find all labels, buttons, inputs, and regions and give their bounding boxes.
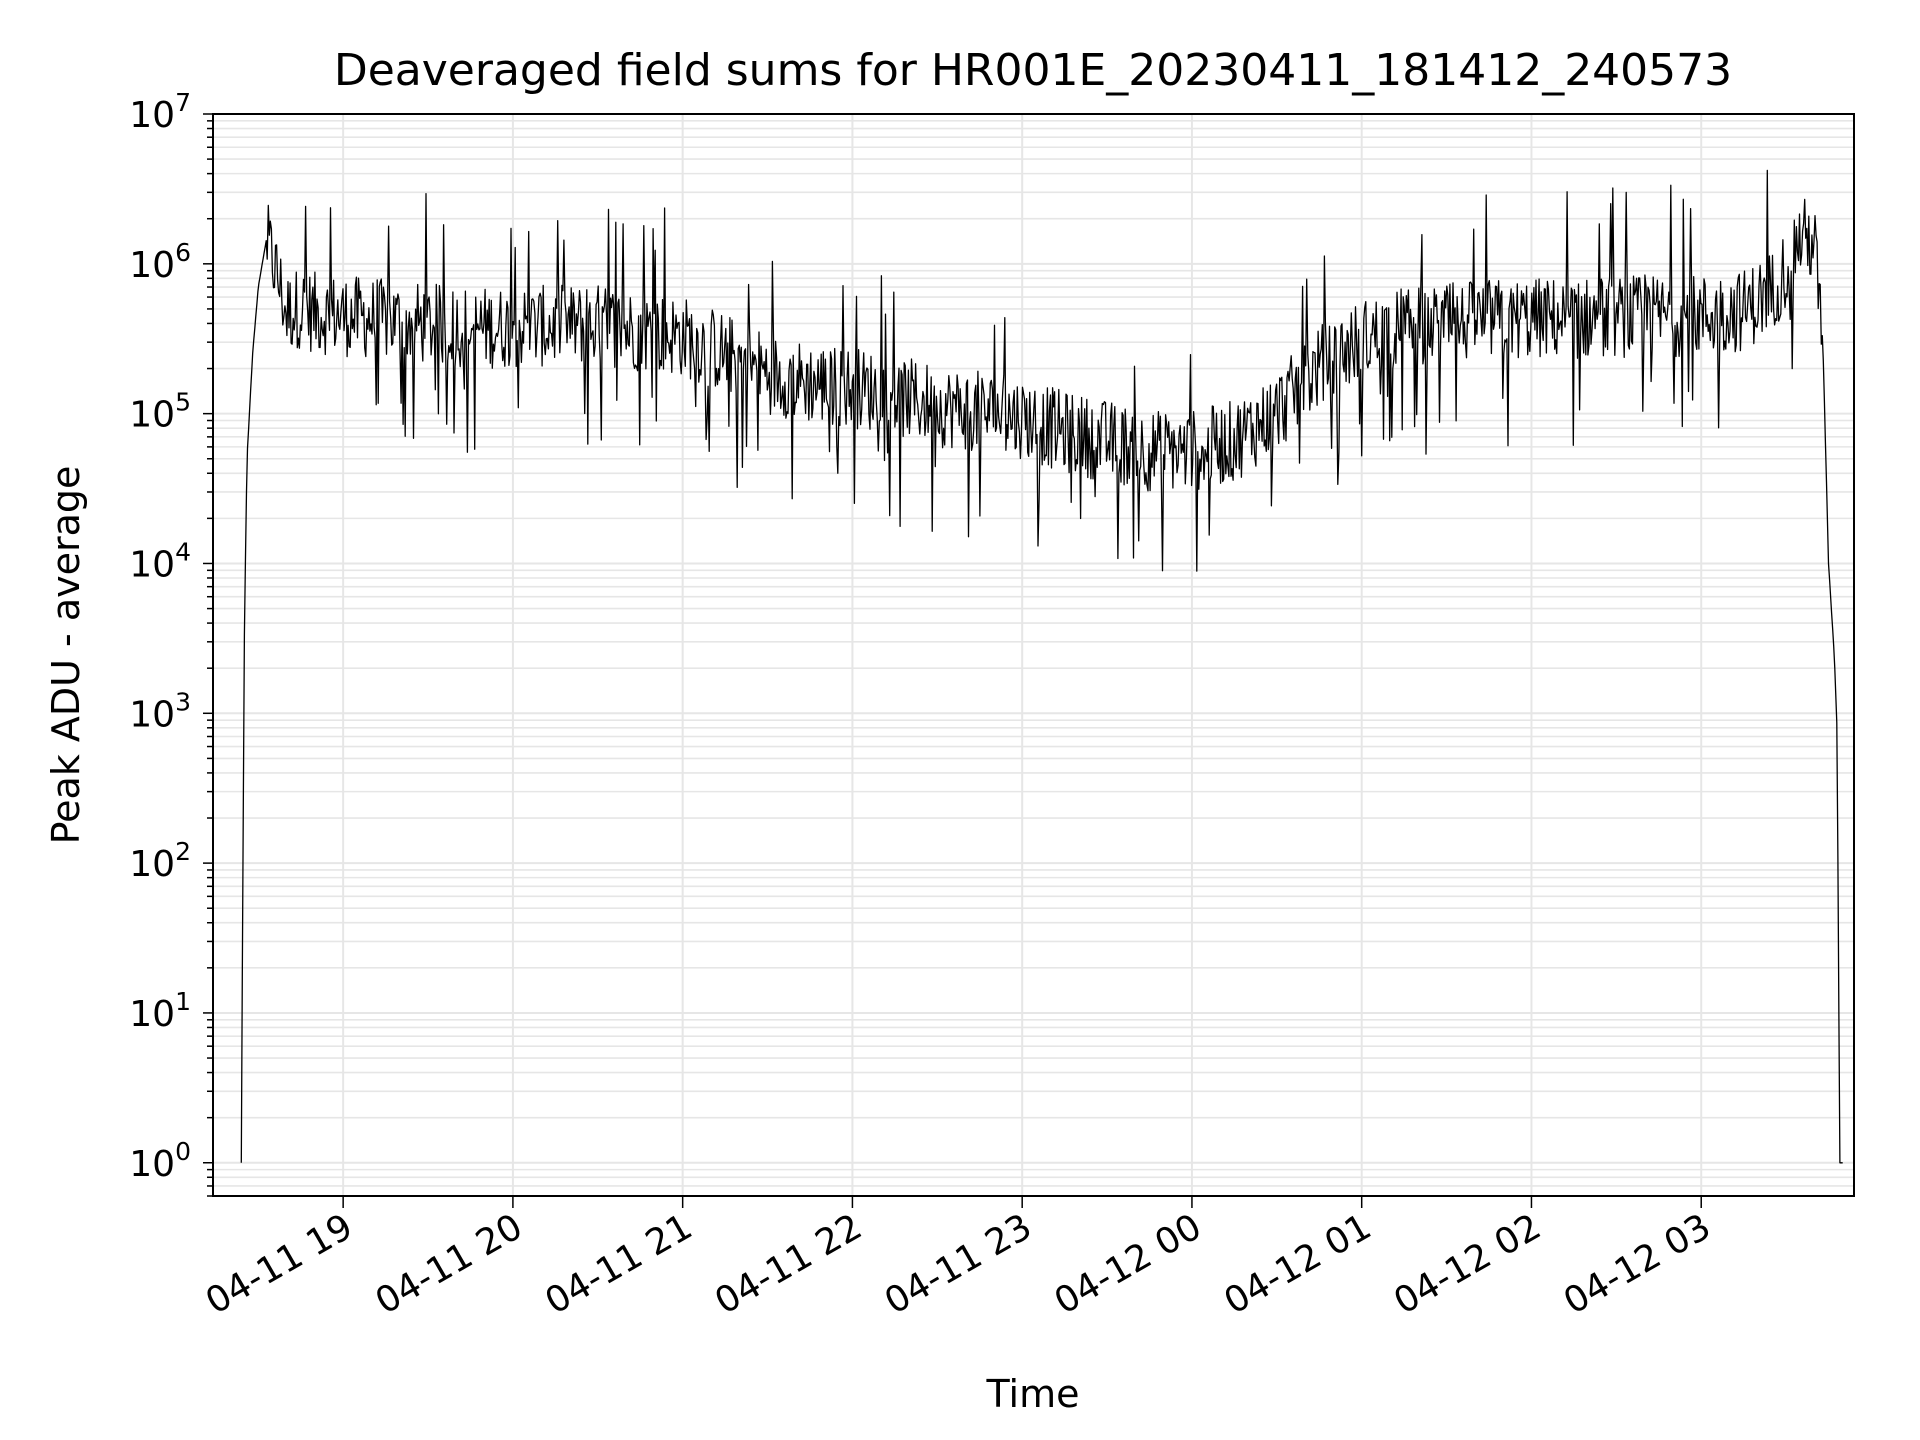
y-tick-exponent: 5: [175, 388, 191, 417]
y-tick-base: 10: [129, 694, 175, 735]
y-tick-label: 102: [129, 837, 191, 885]
y-tick-label: 101: [129, 987, 191, 1035]
y-tick-base: 10: [129, 395, 175, 436]
y-tick-exponent: 2: [175, 837, 191, 866]
x-axis-label: Time: [986, 1372, 1080, 1416]
y-tick-exponent: 1: [175, 987, 191, 1016]
y-tick-exponent: 3: [175, 687, 191, 716]
y-tick-exponent: 4: [175, 537, 191, 566]
y-tick-base: 10: [129, 245, 175, 286]
y-tick-label: 104: [129, 537, 191, 585]
y-tick-base: 10: [129, 844, 175, 885]
y-tick-base: 10: [129, 1144, 175, 1185]
plot-frame: [212, 113, 1855, 1197]
chart-title: Deaveraged field sums for HR001E_2023041…: [334, 45, 1732, 96]
series-layer: [240, 169, 1843, 1164]
y-tick-base: 10: [129, 994, 175, 1035]
y-tick-base: 10: [129, 95, 175, 136]
y-tick-label: 106: [129, 238, 191, 286]
grid-lines: [213, 114, 1854, 1197]
y-tick-exponent: 6: [175, 238, 191, 267]
y-tick-label: 100: [129, 1137, 191, 1185]
y-tick-label: 105: [129, 388, 191, 436]
series-line: [240, 169, 1843, 1164]
y-tick-base: 10: [129, 544, 175, 585]
y-tick-exponent: 7: [175, 88, 191, 117]
y-tick-label: 103: [129, 687, 191, 735]
y-axis-label: Peak ADU - average: [44, 466, 88, 845]
y-tick-label: 107: [129, 88, 191, 136]
y-tick-exponent: 0: [175, 1137, 191, 1166]
